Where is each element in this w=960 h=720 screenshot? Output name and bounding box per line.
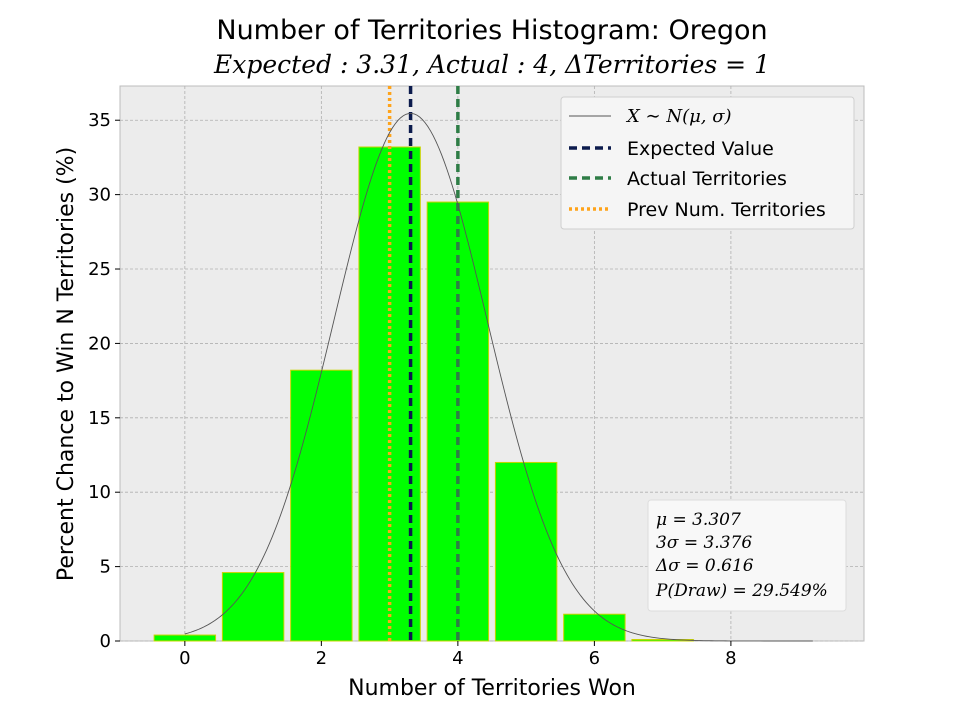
y-tick-label: 5 [100, 557, 111, 578]
legend-label-previous: Prev Num. Territories [627, 199, 826, 221]
x-axis-label: Number of Territories Won [348, 676, 636, 701]
histogram-bar [153, 634, 217, 642]
legend-box [560, 96, 855, 230]
legend: X ∼ N(μ, σ) Expected Value Actual Territ… [560, 96, 855, 230]
x-tick-label: 6 [589, 648, 600, 669]
stats-delta-sigma: Δσ = 0.616 [655, 556, 754, 576]
y-tick-label: 30 [88, 185, 111, 206]
normal-curve [184, 112, 813, 642]
legend-label-actual: Actual Territories [627, 168, 787, 190]
stats-three-sigma: 3σ = 3.376 [656, 533, 752, 553]
x-tick-label: 4 [452, 648, 463, 669]
reference-lines [387, 86, 460, 641]
x-tick-label: 8 [725, 648, 736, 669]
y-tick-label: 25 [88, 259, 111, 280]
chart-subtitle: Expected : 3.31, Actual : 4, ΔTerritorie… [213, 50, 770, 79]
histogram-bar [221, 572, 285, 642]
x-tick-label: 2 [316, 648, 327, 669]
histogram-bar [426, 201, 490, 642]
stats-p-draw: P(Draw) = 29.549% [655, 581, 828, 601]
x-tick-label: 0 [179, 648, 190, 669]
y-tick-label: 15 [88, 408, 111, 429]
legend-label-curve: X ∼ N(μ, σ) [625, 106, 732, 127]
stats-box: μ = 3.307 3σ = 3.376 Δσ = 0.616 P(Draw) … [647, 499, 847, 612]
normal-curve-layer [184, 112, 813, 642]
chart-title: Number of Territories Histogram: Oregon [216, 15, 767, 46]
y-tick-label: 0 [100, 631, 111, 652]
histogram-bar [563, 613, 626, 642]
axis-ticks: 0 2 4 6 8 0 5 10 15 20 25 30 35 [88, 110, 737, 669]
stats-box-background [647, 499, 847, 612]
y-tick-label: 10 [88, 482, 111, 503]
y-tick-label: 20 [88, 333, 111, 354]
histogram-bar [494, 461, 558, 642]
y-axis-label: Percent Chance to Win N Territories (%) [54, 147, 79, 581]
legend-label-expected: Expected Value [627, 138, 774, 160]
stats-mu: μ = 3.307 [656, 510, 741, 530]
y-tick-label: 35 [88, 110, 111, 131]
histogram-bar [290, 369, 353, 642]
